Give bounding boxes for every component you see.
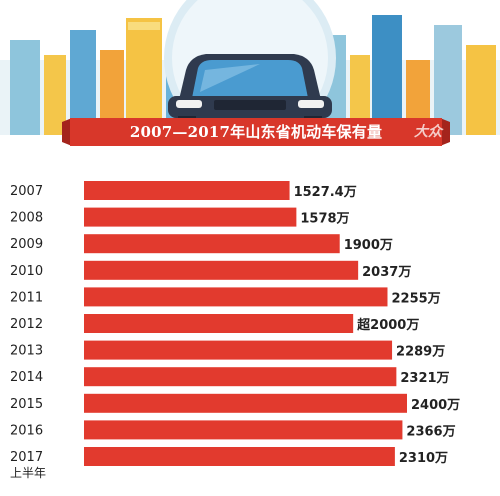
value-label: 超2000万 bbox=[357, 317, 419, 333]
bar bbox=[84, 393, 407, 413]
bar bbox=[84, 447, 395, 466]
value-label: 2289万 bbox=[396, 345, 445, 360]
watermark-logo: 大众 bbox=[414, 124, 442, 140]
bar bbox=[84, 314, 354, 333]
year-label: 2014 bbox=[10, 370, 43, 385]
value-label: 1578万 bbox=[300, 212, 349, 227]
year-label: 2013 bbox=[10, 344, 43, 359]
value-label: 2321万 bbox=[400, 371, 449, 386]
year-label: 2015 bbox=[10, 397, 43, 412]
year-note-label: 上半年 bbox=[10, 466, 46, 480]
bar bbox=[84, 287, 388, 307]
year-label: 2012 bbox=[10, 317, 43, 332]
value-label: 2366万 bbox=[406, 424, 455, 439]
year-label: 2016 bbox=[10, 423, 43, 438]
value-label: 2310万 bbox=[399, 451, 448, 466]
bar bbox=[84, 367, 397, 387]
bar bbox=[84, 207, 297, 227]
bar bbox=[84, 234, 340, 254]
year-label: 2007 bbox=[10, 184, 43, 199]
value-label: 2255万 bbox=[391, 291, 440, 306]
year-label: 2009 bbox=[10, 237, 43, 252]
value-label: 2037万 bbox=[362, 265, 411, 280]
year-label: 2008 bbox=[10, 211, 43, 226]
year-label: 2010 bbox=[10, 264, 43, 279]
value-label: 2400万 bbox=[411, 398, 460, 413]
year-label: 2017 bbox=[10, 450, 43, 465]
value-label: 1900万 bbox=[344, 238, 393, 253]
title-banner bbox=[62, 118, 450, 146]
value-label: 1527.4万 bbox=[294, 185, 357, 200]
car-icon bbox=[168, 54, 332, 124]
chart-title: 2007—2017年山东省机动车保有量 bbox=[129, 123, 383, 141]
bar bbox=[84, 260, 359, 280]
bar bbox=[84, 420, 403, 440]
bar-chart: 2007 1527.4万 2008 1578万 2009 1900万 2010 2037万 20… bbox=[10, 181, 460, 480]
year-label: 2011 bbox=[10, 290, 43, 305]
bar bbox=[84, 340, 393, 360]
bar bbox=[84, 181, 290, 200]
